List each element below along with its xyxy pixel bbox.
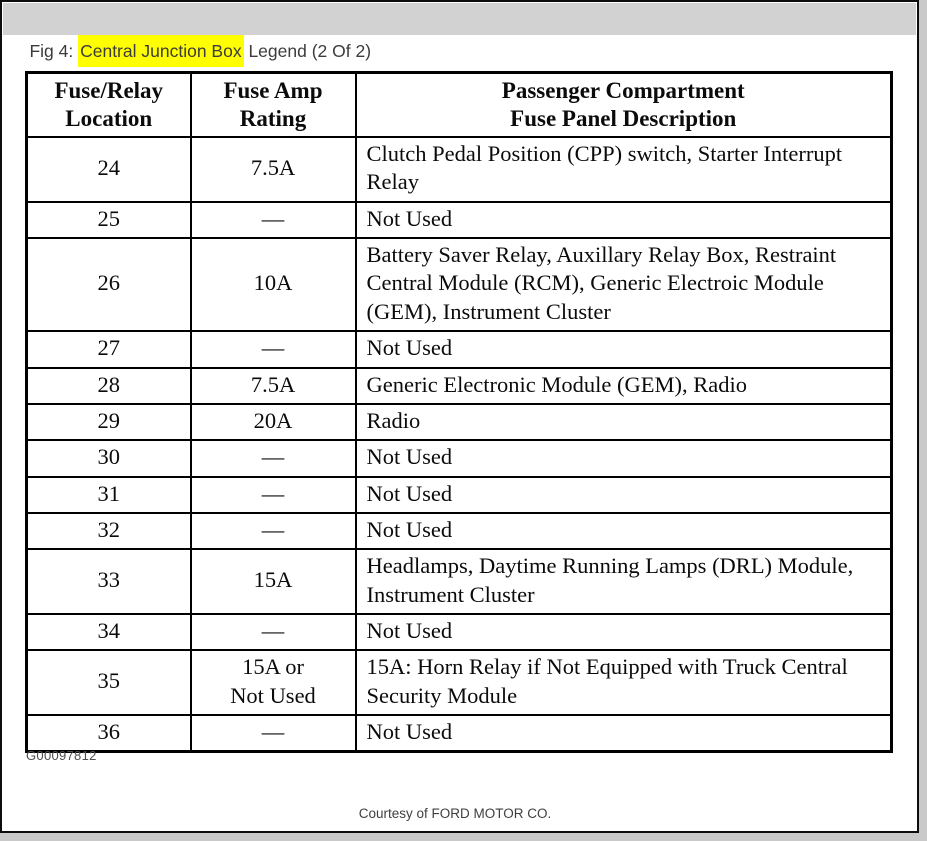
fuse-legend-table: Fuse/Relay Location Fuse Amp Rating Pass…: [25, 71, 893, 754]
cell-fuse-panel-description: Clutch Pedal Position (CPP) switch, Star…: [354, 136, 893, 203]
cell-fuse-amp-rating: —: [189, 200, 357, 240]
cell-fuse-panel-description: Not Used: [354, 511, 893, 551]
cell-fuse-amp-rating: 15A: [189, 548, 357, 615]
fuse-table-body: 24 7.5A Clutch Pedal Position (CPP) swit…: [25, 136, 893, 753]
cell-fuse-amp-rating: —: [189, 713, 357, 753]
cell-fuse-amp-rating: 7.5A: [189, 136, 357, 203]
cell-fuse-relay-location: 30: [25, 439, 192, 478]
cell-fuse-amp-rating: —: [189, 475, 357, 514]
figure-title-suffix: Legend (2 Of 2): [243, 41, 372, 61]
table-row: 36 — Not Used: [25, 713, 893, 753]
cell-fuse-relay-location: 25: [25, 200, 192, 240]
cell-fuse-panel-description: Not Used: [354, 439, 893, 478]
cell-fuse-relay-location: 35: [25, 649, 192, 716]
figure-title-highlight: Central Junction Box: [78, 35, 244, 67]
table-row: 32 — Not Used: [25, 511, 893, 551]
cell-fuse-relay-location: 32: [25, 511, 192, 551]
cell-fuse-relay-location: 24: [25, 136, 192, 203]
courtesy-note: Courtesy of FORD MOTOR CO.: [358, 806, 552, 821]
table-row: 30 — Not Used: [25, 439, 893, 478]
column-header-fuse-panel-description: Passenger Compartment Fuse Panel Descrip…: [354, 71, 893, 139]
figure-code: G00097812: [26, 748, 97, 763]
column-header-fuse-relay-location: Fuse/Relay Location: [25, 71, 192, 139]
table-row: 26 10A Battery Saver Relay, Auxillary Re…: [25, 237, 893, 333]
cell-fuse-panel-description: Not Used: [354, 612, 893, 652]
table-header-row: Fuse/Relay Location Fuse Amp Rating Pass…: [25, 71, 893, 139]
table-row: 34 — Not Used: [25, 612, 893, 652]
cell-fuse-panel-description: Not Used: [354, 200, 893, 240]
cell-fuse-relay-location: 29: [25, 402, 192, 442]
table-row: 25 — Not Used: [25, 200, 893, 240]
cell-fuse-panel-description: Not Used: [354, 330, 893, 369]
table-row: 31 — Not Used: [25, 475, 893, 514]
cell-fuse-panel-description: Headlamps, Daytime Running Lamps (DRL) M…: [354, 548, 893, 615]
cell-fuse-relay-location: 28: [25, 366, 192, 405]
cell-fuse-panel-description: Generic Electronic Module (GEM), Radio: [354, 366, 893, 405]
table-row: 28 7.5A Generic Electronic Module (GEM),…: [25, 366, 893, 405]
cell-fuse-amp-rating: 7.5A: [189, 366, 357, 405]
figure-title-prefix: Fig 4:: [29, 41, 79, 61]
figure-title-bar: Fig 4: Central Junction Box Legend (2 Of…: [3, 3, 916, 67]
cell-fuse-panel-description: Radio: [354, 402, 893, 442]
cell-fuse-amp-rating: —: [189, 612, 357, 652]
cell-fuse-amp-rating: —: [189, 439, 357, 478]
cell-fuse-relay-location: 31: [25, 475, 192, 514]
cell-fuse-amp-rating: 20A: [189, 402, 357, 442]
cell-fuse-relay-location: 26: [25, 237, 192, 333]
table-row: 33 15A Headlamps, Daytime Running Lamps …: [25, 548, 893, 615]
cell-fuse-relay-location: 33: [25, 548, 192, 615]
table-row: 29 20A Radio: [25, 402, 893, 442]
table-row: 35 15A or Not Used 15A: Horn Relay if No…: [25, 649, 893, 716]
column-header-fuse-amp-rating: Fuse Amp Rating: [189, 71, 357, 139]
cell-fuse-relay-location: 27: [25, 330, 192, 369]
cell-fuse-amp-rating: —: [189, 511, 357, 551]
cell-fuse-panel-description: Battery Saver Relay, Auxillary Relay Box…: [354, 237, 893, 333]
cell-fuse-relay-location: 34: [25, 612, 192, 652]
cell-fuse-amp-rating: —: [189, 330, 357, 369]
cell-fuse-relay-location: 36: [25, 713, 192, 753]
table-row: 24 7.5A Clutch Pedal Position (CPP) swit…: [25, 136, 893, 203]
cell-fuse-panel-description: 15A: Horn Relay if Not Equipped with Tru…: [354, 649, 893, 716]
cell-fuse-panel-description: Not Used: [354, 713, 893, 753]
cell-fuse-amp-rating: 10A: [189, 237, 357, 333]
cell-fuse-panel-description: Not Used: [354, 475, 893, 514]
cell-fuse-amp-rating: 15A or Not Used: [189, 649, 357, 716]
table-row: 27 — Not Used: [25, 330, 893, 369]
